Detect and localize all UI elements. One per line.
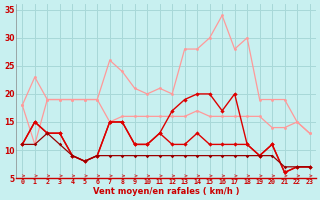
X-axis label: Vent moyen/en rafales ( km/h ): Vent moyen/en rafales ( km/h ) [93, 187, 239, 196]
